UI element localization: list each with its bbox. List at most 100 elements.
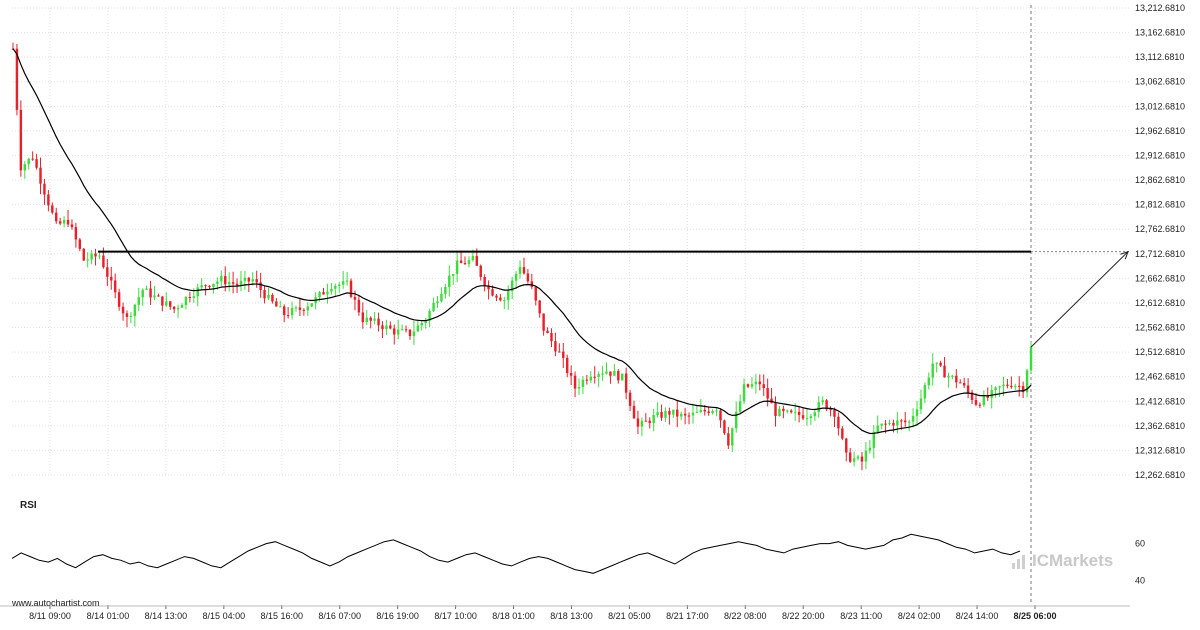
candle-body: [467, 260, 471, 265]
candle-body: [892, 422, 895, 426]
candle-body: [400, 329, 404, 331]
candle-body: [51, 205, 54, 213]
candle-body: [1002, 384, 1005, 387]
candle-body: [153, 295, 156, 298]
candle-body: [931, 363, 934, 378]
projection-arrow: [1030, 251, 1129, 348]
candle-body: [357, 299, 361, 313]
candle-body: [723, 420, 726, 434]
candle-body: [601, 373, 604, 375]
candle-body: [947, 375, 950, 378]
candle-body: [330, 288, 333, 292]
candle-body: [683, 413, 687, 416]
candle-body: [613, 371, 616, 376]
rsi-tick-label: 40: [1135, 576, 1145, 586]
candle-body: [774, 403, 777, 416]
candle-body: [593, 376, 596, 378]
candle-body: [172, 306, 176, 310]
candle-body: [558, 351, 561, 353]
candle-body: [1010, 385, 1013, 387]
candle-body: [192, 296, 196, 298]
candle-body: [188, 297, 192, 299]
candle-body: [499, 297, 502, 301]
candle-body: [534, 287, 537, 301]
candle-body: [550, 332, 553, 342]
site-url: www.autochartist.com: [12, 598, 100, 608]
candle-body: [106, 267, 109, 277]
candle-body: [1014, 385, 1017, 387]
candle-body: [778, 408, 781, 416]
candle-body: [656, 411, 659, 416]
candle-body: [911, 415, 915, 422]
candle-body: [110, 276, 113, 281]
candle-body: [573, 375, 577, 389]
candle-body: [605, 371, 608, 374]
candle-body: [149, 288, 152, 298]
candle-body: [365, 317, 368, 323]
candle-body: [286, 315, 290, 317]
candle-body: [235, 283, 239, 286]
candle-body: [738, 401, 742, 412]
candle-body: [915, 409, 919, 416]
candle-body: [377, 318, 380, 326]
candle-body: [585, 379, 589, 381]
candle-body: [361, 312, 365, 323]
candle-body: [117, 292, 121, 307]
candle-body: [424, 320, 427, 324]
candle-body: [825, 400, 828, 410]
candle-body: [974, 400, 978, 405]
candle-body: [978, 404, 982, 406]
candle-body: [251, 279, 254, 282]
candle-body: [408, 329, 412, 337]
candle-body: [436, 301, 439, 303]
candle-body: [856, 456, 860, 459]
candle-body: [801, 415, 805, 419]
candle-body: [35, 159, 38, 168]
candle-body: [959, 382, 962, 384]
candle-body: [731, 428, 734, 446]
candle-body: [695, 411, 699, 413]
candle-body: [82, 248, 85, 261]
candle-body: [923, 385, 927, 399]
candle-body: [679, 413, 683, 417]
candle-body: [463, 263, 467, 265]
candle-body: [212, 283, 215, 288]
candle-body: [338, 284, 341, 286]
candle-body: [169, 301, 172, 307]
candle-body: [900, 420, 903, 422]
candle-body: [880, 423, 883, 426]
candle-body: [432, 302, 435, 312]
candle-body: [896, 420, 899, 426]
candle-body: [416, 325, 420, 332]
candle-body: [102, 255, 105, 268]
candle-body: [699, 409, 703, 412]
candle-body: [569, 373, 573, 376]
candle-body: [298, 307, 302, 310]
candle-body: [341, 281, 345, 285]
candle-body: [491, 289, 494, 296]
candle-body: [31, 158, 34, 160]
candle-body: [510, 280, 514, 292]
candle-body: [184, 297, 188, 306]
candle-body: [577, 387, 581, 389]
candle-body: [66, 219, 70, 225]
moving-average-line: [12, 48, 1032, 435]
candle-body: [451, 274, 455, 276]
candle-body: [479, 265, 482, 278]
x-tick-label: 8/24 02:00: [898, 611, 941, 621]
brand-bars-icon: [1012, 553, 1030, 569]
candle-body: [742, 384, 746, 402]
candle-body: [200, 285, 203, 288]
candle-body: [809, 416, 813, 419]
y-tick-label: 12,662.6810: [1135, 273, 1185, 283]
candle-body: [672, 409, 675, 415]
x-tick-label: 8/25 06:00: [1013, 611, 1056, 621]
candle-body: [396, 329, 400, 335]
candle-body: [448, 275, 451, 288]
candle-body: [522, 267, 526, 274]
candle-body: [259, 282, 262, 291]
candle-body: [145, 288, 148, 290]
candle-body: [562, 351, 565, 358]
candle-body: [609, 371, 612, 376]
candle-body: [907, 421, 911, 423]
